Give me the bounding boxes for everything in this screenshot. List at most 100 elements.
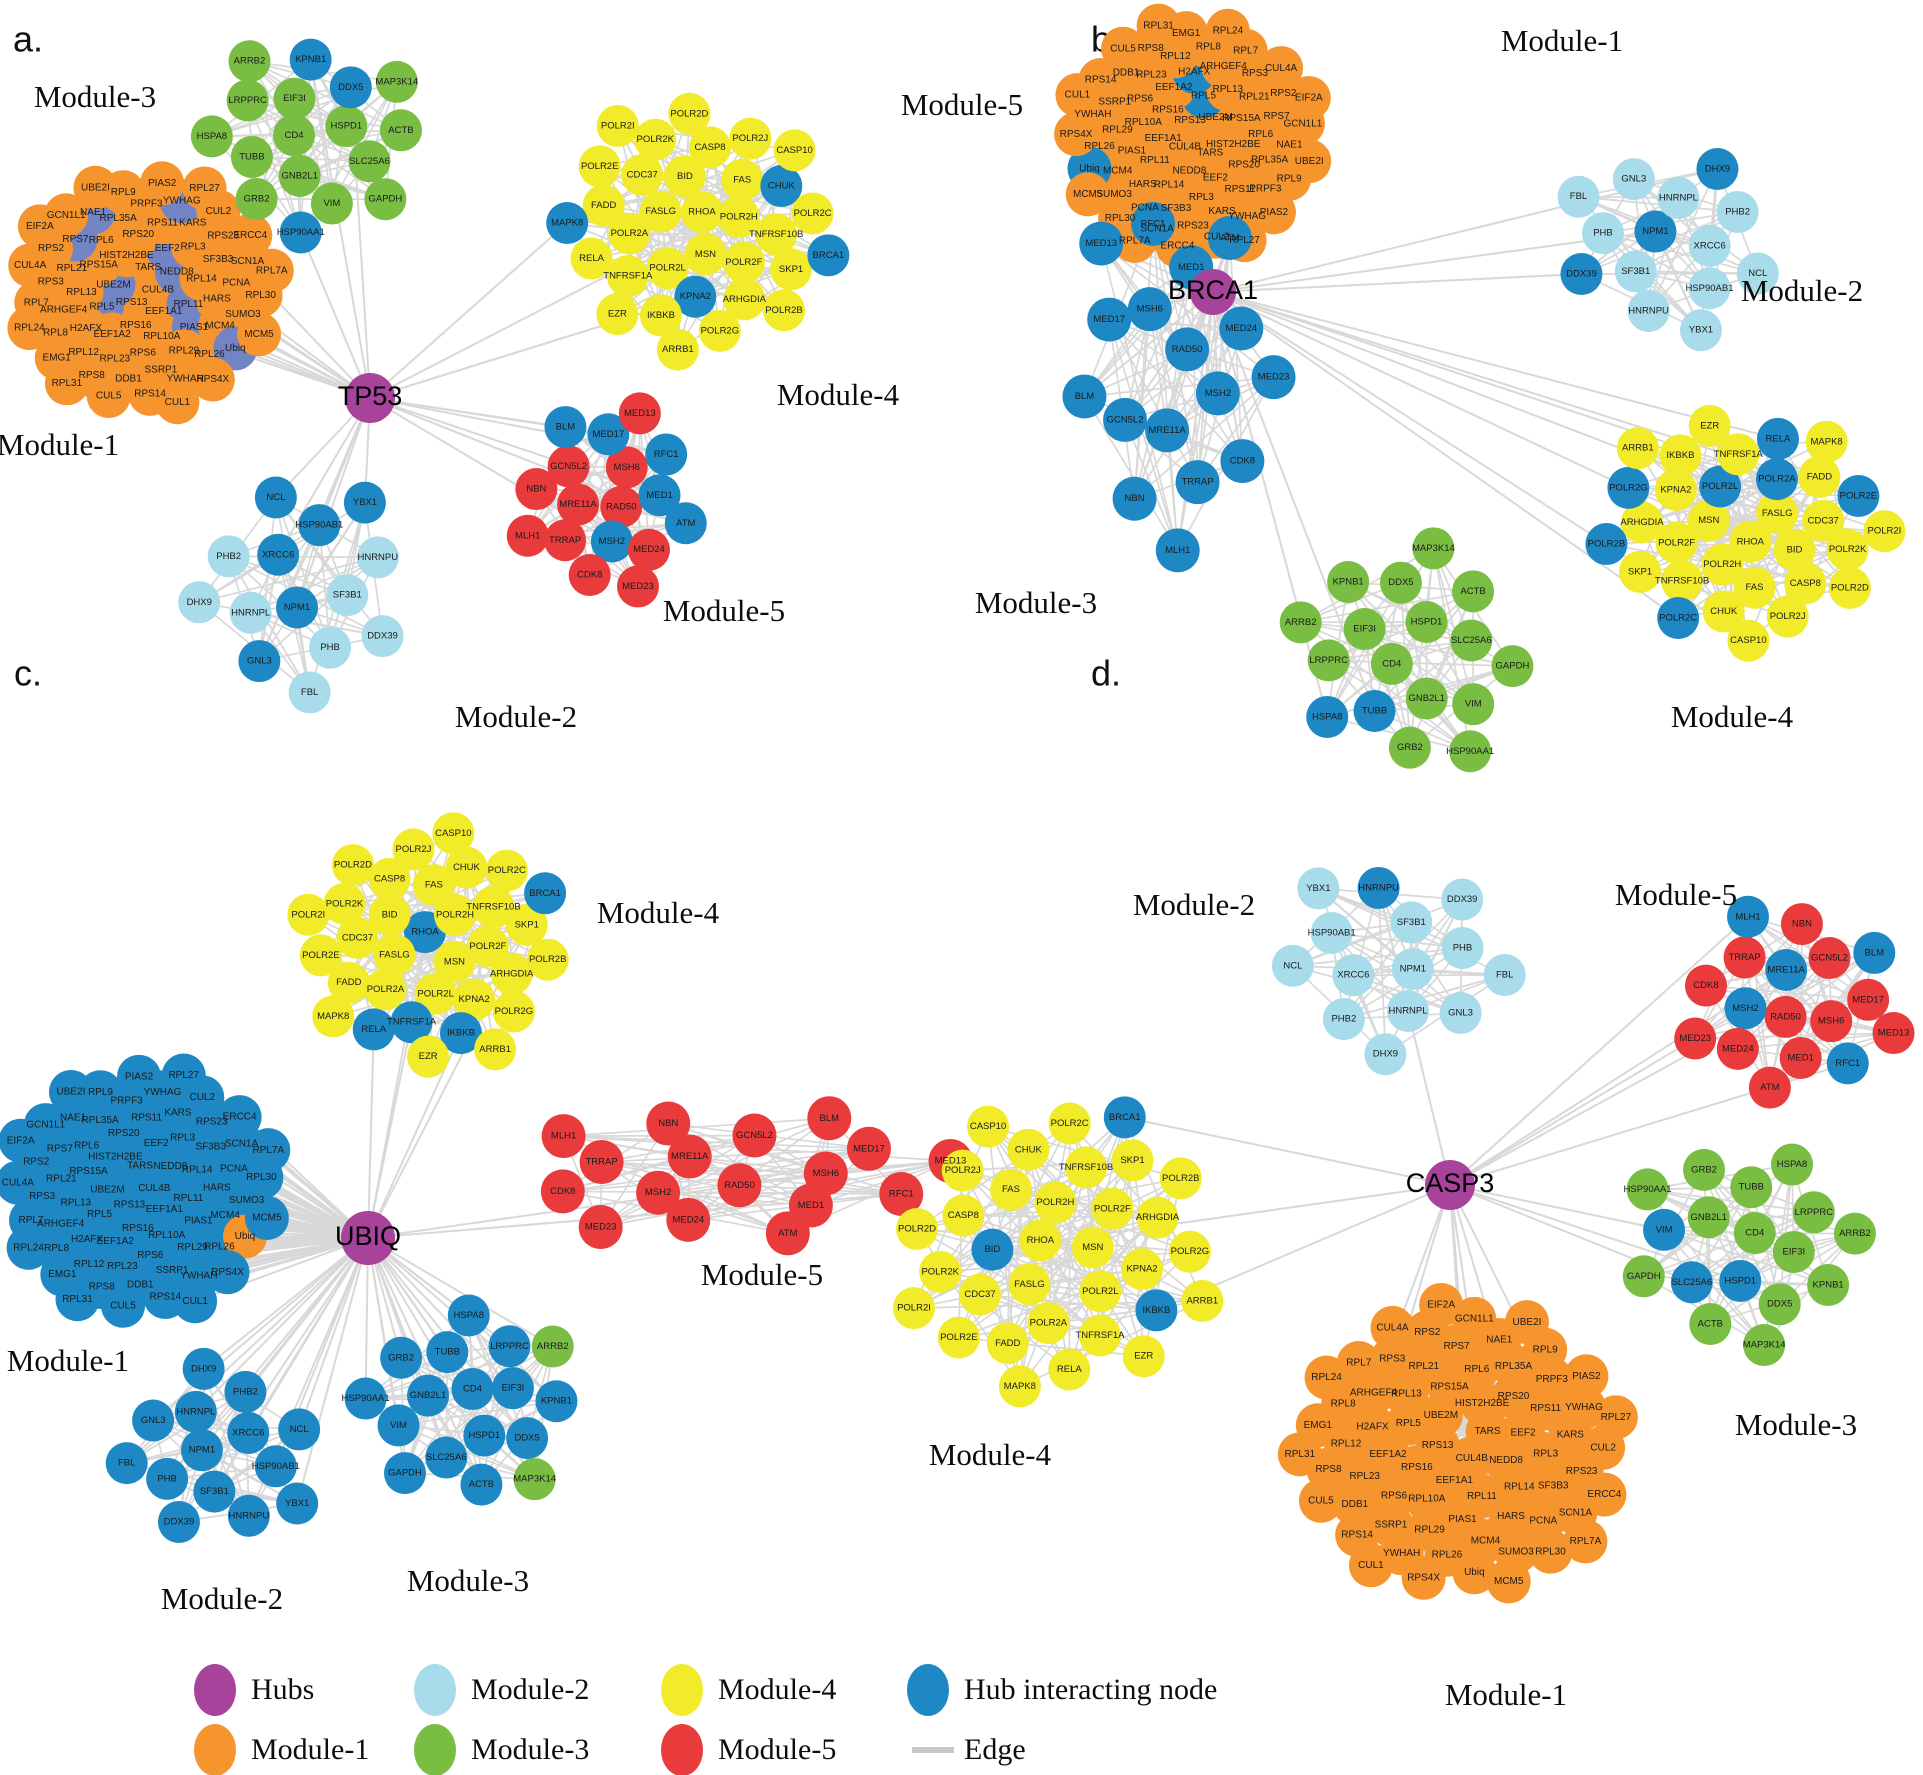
gene-node[interactable] bbox=[426, 1331, 469, 1374]
gene-node[interactable] bbox=[1054, 112, 1099, 157]
gene-node[interactable] bbox=[1773, 528, 1816, 571]
gene-node[interactable] bbox=[531, 1325, 574, 1368]
gene-node[interactable] bbox=[1670, 1261, 1713, 1304]
gene-node[interactable] bbox=[1688, 267, 1731, 310]
gene-node[interactable] bbox=[190, 115, 233, 158]
gene-node[interactable] bbox=[1765, 948, 1808, 991]
gene-node[interactable] bbox=[1755, 458, 1798, 501]
gene-node[interactable] bbox=[1405, 601, 1448, 644]
gene-node[interactable] bbox=[1298, 1478, 1343, 1523]
gene-node[interactable] bbox=[1452, 1550, 1497, 1595]
gene-node[interactable] bbox=[515, 468, 558, 511]
gene-node[interactable] bbox=[1621, 501, 1664, 544]
gene-node[interactable] bbox=[288, 671, 331, 714]
gene-node[interactable] bbox=[1279, 601, 1322, 644]
gene-node[interactable] bbox=[1159, 1157, 1202, 1200]
gene-node[interactable] bbox=[1165, 327, 1210, 372]
gene-node[interactable] bbox=[1483, 953, 1526, 996]
gene-node[interactable] bbox=[990, 1168, 1033, 1211]
gene-node[interactable] bbox=[941, 1149, 984, 1192]
gene-node[interactable] bbox=[336, 916, 379, 959]
gene-node[interactable] bbox=[1622, 1255, 1665, 1298]
gene-node[interactable] bbox=[1091, 1187, 1134, 1230]
gene-node[interactable] bbox=[238, 640, 281, 683]
gene-node[interactable] bbox=[287, 893, 330, 936]
gene-node[interactable] bbox=[1719, 1259, 1762, 1302]
gene-node[interactable] bbox=[227, 1411, 270, 1454]
gene-node[interactable] bbox=[1564, 1354, 1609, 1399]
gene-node[interactable] bbox=[1643, 1208, 1686, 1251]
gene-node[interactable] bbox=[1779, 1036, 1822, 1079]
gene-node[interactable] bbox=[544, 519, 587, 562]
gene-node[interactable] bbox=[1078, 1314, 1121, 1357]
gene-node[interactable] bbox=[412, 864, 455, 907]
gene-node[interactable] bbox=[722, 241, 765, 284]
gene-node[interactable] bbox=[1027, 1302, 1070, 1345]
gene-node[interactable] bbox=[1582, 1472, 1627, 1517]
gene-node[interactable] bbox=[879, 1171, 924, 1216]
gene-node[interactable] bbox=[1370, 642, 1413, 685]
gene-node[interactable] bbox=[505, 903, 548, 946]
gene-node[interactable] bbox=[1593, 1395, 1638, 1440]
gene-node[interactable] bbox=[375, 60, 418, 103]
gene-node[interactable] bbox=[506, 514, 549, 557]
gene-node[interactable] bbox=[1103, 1096, 1146, 1139]
gene-node[interactable] bbox=[1145, 408, 1190, 453]
gene-node[interactable] bbox=[1612, 158, 1655, 201]
gene-node[interactable] bbox=[1716, 1027, 1759, 1070]
gene-node[interactable] bbox=[1736, 252, 1779, 295]
gene-node[interactable] bbox=[485, 849, 528, 892]
gene-node[interactable] bbox=[656, 328, 699, 371]
gene-node[interactable] bbox=[329, 66, 372, 109]
gene-node[interactable] bbox=[1627, 289, 1670, 332]
hub-node[interactable] bbox=[341, 1211, 395, 1265]
gene-node[interactable] bbox=[1727, 619, 1770, 662]
gene-node[interactable] bbox=[390, 1001, 433, 1044]
gene-node[interactable] bbox=[279, 211, 322, 254]
gene-node[interactable] bbox=[971, 1228, 1014, 1271]
gene-node[interactable] bbox=[157, 1501, 200, 1544]
gene-node[interactable] bbox=[445, 846, 488, 889]
gene-node[interactable] bbox=[1770, 1143, 1813, 1186]
gene-node[interactable] bbox=[1733, 1212, 1776, 1255]
gene-node[interactable] bbox=[1048, 1348, 1091, 1391]
gene-node[interactable] bbox=[557, 483, 600, 526]
gene-node[interactable] bbox=[1327, 561, 1370, 604]
gene-node[interactable] bbox=[326, 574, 369, 617]
gene-node[interactable] bbox=[466, 925, 509, 968]
gene-node[interactable] bbox=[1391, 948, 1434, 991]
gene-node[interactable] bbox=[732, 1113, 777, 1158]
gene-node[interactable] bbox=[1847, 978, 1890, 1021]
gene-node[interactable] bbox=[762, 289, 805, 332]
gene-node[interactable] bbox=[1619, 550, 1662, 593]
gene-node[interactable] bbox=[17, 204, 62, 249]
gene-node[interactable] bbox=[1122, 1335, 1165, 1378]
gene-node[interactable] bbox=[760, 165, 803, 208]
gene-node[interactable] bbox=[352, 1008, 395, 1051]
gene-node[interactable] bbox=[646, 1101, 691, 1146]
gene-node[interactable] bbox=[7, 306, 52, 351]
gene-node[interactable] bbox=[1792, 1191, 1835, 1234]
gene-node[interactable] bbox=[44, 361, 89, 406]
gene-node[interactable] bbox=[524, 872, 567, 915]
gene-node[interactable] bbox=[1136, 3, 1181, 48]
gene-node[interactable] bbox=[1837, 475, 1880, 518]
gene-node[interactable] bbox=[998, 1365, 1041, 1408]
gene-node[interactable] bbox=[1585, 523, 1628, 566]
gene-node[interactable] bbox=[193, 1470, 236, 1513]
gene-node[interactable] bbox=[596, 104, 639, 147]
gene-node[interactable] bbox=[491, 1367, 534, 1410]
gene-node[interactable] bbox=[544, 406, 587, 449]
gene-node[interactable] bbox=[0, 1118, 43, 1163]
gene-node[interactable] bbox=[1079, 1270, 1122, 1313]
gene-node[interactable] bbox=[1723, 936, 1766, 979]
gene-node[interactable] bbox=[1581, 212, 1624, 255]
gene-node[interactable] bbox=[140, 161, 185, 206]
gene-node[interactable] bbox=[639, 190, 682, 233]
gene-node[interactable] bbox=[174, 1390, 217, 1433]
gene-node[interactable] bbox=[721, 158, 764, 201]
gene-node[interactable] bbox=[228, 213, 273, 258]
gene-node[interactable] bbox=[48, 1070, 93, 1115]
gene-node[interactable] bbox=[474, 1028, 517, 1071]
gene-node[interactable] bbox=[1743, 1324, 1786, 1367]
